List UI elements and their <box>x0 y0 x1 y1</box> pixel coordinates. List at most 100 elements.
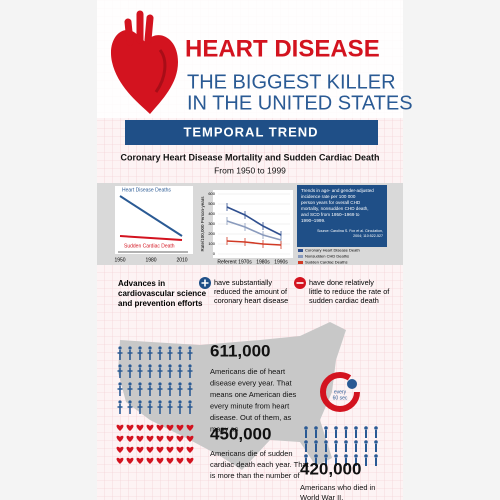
heart-icon <box>136 457 144 464</box>
soldier-icon <box>314 454 318 458</box>
note-line: 1990–1999. <box>301 218 325 223</box>
stat-number: 611,000 <box>210 341 271 360</box>
plus-sign <box>201 279 209 287</box>
note-line: Trends in age- and gender-adjusted <box>301 188 374 193</box>
subtitle: IN THE UNITED STATES <box>187 92 413 114</box>
person-icon <box>177 350 183 360</box>
banner <box>125 120 378 145</box>
legend-label: Coronary Heart Disease Death <box>305 248 360 253</box>
heart-icon <box>146 457 154 464</box>
heart-icon <box>126 457 134 464</box>
advances-minus: little to reduce the rate of <box>309 287 390 296</box>
person-icon <box>177 368 183 378</box>
stat-number: 420,000 <box>300 459 361 478</box>
person-icon <box>127 368 133 378</box>
soldier-icon <box>334 426 338 430</box>
person-icon <box>187 368 193 378</box>
soldier-icon <box>334 440 338 444</box>
heart-icon <box>116 457 124 464</box>
soldier-icon <box>364 440 368 444</box>
person-icon <box>118 382 122 386</box>
legend-swatch <box>298 249 303 252</box>
y-tick-label: 100 <box>208 241 215 246</box>
title: HEART DISEASE <box>185 35 380 62</box>
stat-text: Americans who died in <box>300 483 375 492</box>
person-icon <box>118 346 122 350</box>
y-tick-label: 0 <box>213 251 216 256</box>
person-icon <box>187 350 193 360</box>
y-tick-label: 500 <box>208 201 215 206</box>
person-icon <box>157 368 163 378</box>
heart-icon <box>126 446 134 453</box>
person-icon <box>178 400 182 404</box>
soldier-icon <box>374 454 378 458</box>
person-icon <box>137 368 143 378</box>
mini-label: Sudden Cardiac Death <box>124 243 175 249</box>
soldier-icon <box>374 440 378 444</box>
stat-text: many as <box>210 424 239 433</box>
heart-icon <box>176 446 184 453</box>
soldier-icon <box>304 454 308 458</box>
heart-icon <box>126 424 134 431</box>
person-icon <box>117 404 123 414</box>
heart-icon <box>156 457 164 464</box>
note-source: 2004; 110:522-527 <box>353 234 383 238</box>
person-icon <box>158 400 162 404</box>
person-icon <box>138 382 142 386</box>
person-icon <box>168 382 172 386</box>
soldier-icon <box>374 426 378 430</box>
heart-icon <box>126 435 134 442</box>
soldier-icon <box>354 426 358 430</box>
stats: 611,000 Americans die of heart disease eve… <box>210 341 375 500</box>
heart-icon <box>116 424 124 431</box>
trend-chart: Rate/100,000 Person-years 0 100 200 300 400 5… <box>200 190 360 265</box>
person-icon <box>118 364 122 368</box>
heart-icon <box>146 435 154 442</box>
series-line <box>226 206 282 236</box>
y-tick-label: 300 <box>208 221 215 226</box>
heart-icon <box>116 435 124 442</box>
x-tick-label: 1980s <box>256 259 270 265</box>
heart-icon <box>156 424 164 431</box>
advances-minus: have done relatively <box>309 278 374 287</box>
soldier-icon <box>324 440 328 444</box>
y-axis-label: Rate/100,000 Person-years <box>200 196 205 252</box>
person-icon <box>168 364 172 368</box>
person-icon <box>167 350 173 360</box>
icons <box>116 346 378 466</box>
heart-icon <box>110 10 178 114</box>
soldier-icon <box>324 454 328 458</box>
mini-year: 1980 <box>145 257 156 263</box>
note-box <box>297 185 387 247</box>
soldier-icon <box>354 440 358 444</box>
heart-icon <box>166 435 174 442</box>
person-icon <box>127 404 133 414</box>
x-tick-label: 1990s <box>274 259 288 265</box>
heart-icon <box>136 424 144 431</box>
person-icon <box>128 346 132 350</box>
mini-chart-bg <box>115 186 193 254</box>
person-icon <box>147 368 153 378</box>
note-line: and SCD from 1950–1969 to <box>301 212 360 217</box>
heart-icon <box>186 446 194 453</box>
soldier-icon <box>314 426 318 430</box>
person-icon <box>148 382 152 386</box>
heart-icon <box>186 457 194 464</box>
mini-year: 1950 <box>114 257 125 263</box>
heart-icon <box>166 446 174 453</box>
stat-text: is more than the number of <box>210 471 301 480</box>
person-icon <box>167 368 173 378</box>
person-icon <box>127 350 133 360</box>
heart-icon <box>186 424 194 431</box>
mini-line <box>119 235 183 241</box>
clock: every 60 sec <box>320 372 360 412</box>
legend-swatch <box>298 261 303 264</box>
clock-text: every <box>334 389 347 395</box>
legend-label: Sudden Cardiac Deaths <box>305 260 347 265</box>
person-icon <box>117 350 123 360</box>
y-tick-label: 600 <box>208 191 215 196</box>
person-icon <box>177 404 183 414</box>
mini-label: Heart Disease Deaths <box>122 187 171 193</box>
person-icon <box>167 386 173 396</box>
mini-year: 2010 <box>176 257 187 263</box>
